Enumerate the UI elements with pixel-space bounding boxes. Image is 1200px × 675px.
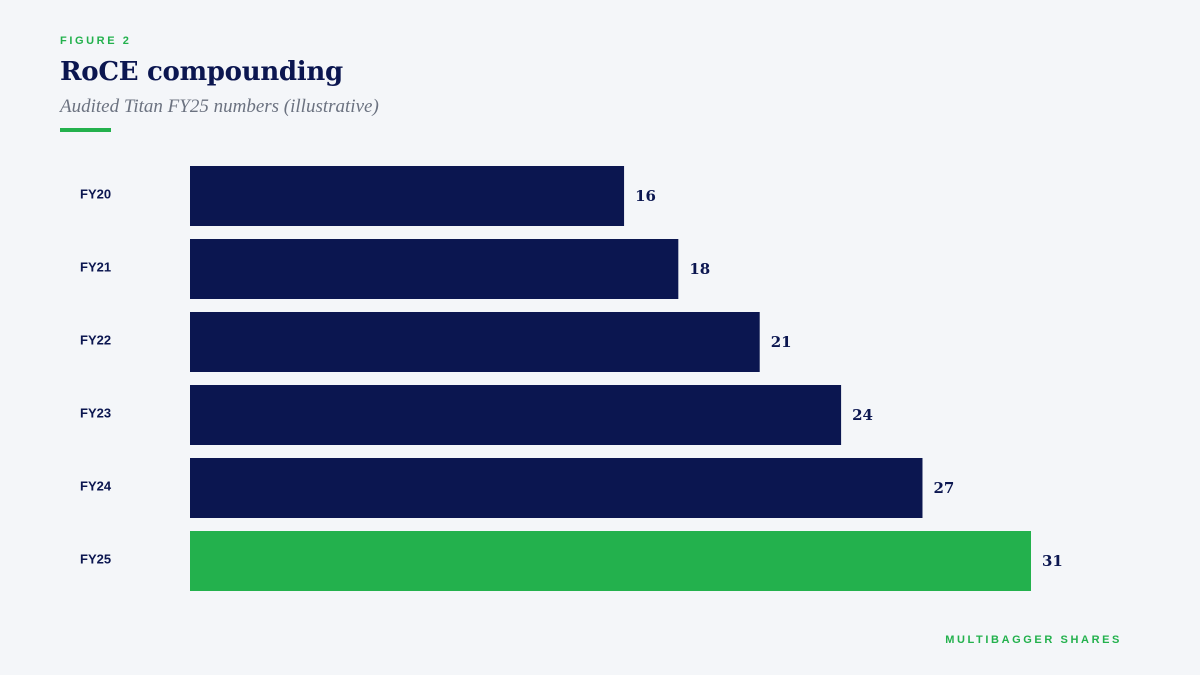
bar-fy21 [190, 239, 679, 299]
footer-brand: MULTIBAGGER SHARES [945, 634, 1122, 646]
bar-fy23 [190, 385, 842, 445]
category-label-fy23: FY23 [80, 405, 111, 420]
data-label-fy20: 16 [635, 187, 656, 205]
data-label-fy21: 18 [689, 260, 710, 278]
chart-subtitle: Audited Titan FY25 numbers (illustrative… [60, 96, 379, 117]
accent-rule [60, 128, 111, 132]
bar-fy24 [190, 458, 923, 518]
chart-title: RoCE compounding [60, 57, 343, 87]
bar-fy25 [190, 531, 1031, 591]
data-label-fy25: 31 [1042, 552, 1063, 570]
figure-label: FIGURE 2 [60, 35, 132, 47]
data-label-fy22: 21 [771, 333, 792, 351]
category-label-fy24: FY24 [80, 478, 112, 493]
bar-fy20 [190, 166, 625, 226]
bar-fy22 [190, 312, 760, 372]
category-label-fy22: FY22 [80, 332, 111, 347]
data-label-fy23: 24 [852, 406, 873, 424]
category-label-fy20: FY20 [80, 186, 111, 201]
data-label-fy24: 27 [933, 479, 954, 497]
category-label-fy25: FY25 [80, 551, 111, 566]
category-label-fy21: FY21 [80, 259, 111, 274]
